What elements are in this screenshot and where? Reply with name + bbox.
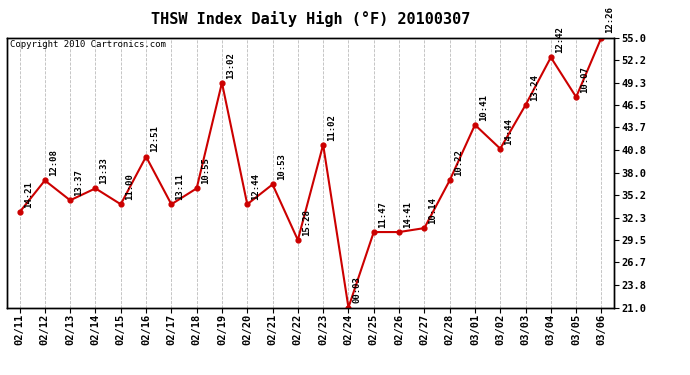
- Point: [90, 185, 101, 191]
- Point: [293, 237, 304, 243]
- Point: [571, 94, 582, 100]
- Point: [14, 209, 25, 215]
- Point: [166, 201, 177, 207]
- Point: [141, 154, 152, 160]
- Text: 10:53: 10:53: [277, 153, 286, 180]
- Text: 13:02: 13:02: [226, 52, 235, 79]
- Text: 13:33: 13:33: [99, 158, 108, 184]
- Text: 13:24: 13:24: [530, 74, 539, 101]
- Text: 10:14: 10:14: [428, 197, 437, 224]
- Text: 10:55: 10:55: [201, 158, 210, 184]
- Text: 14:21: 14:21: [23, 181, 32, 208]
- Text: 00:03: 00:03: [353, 276, 362, 303]
- Point: [393, 229, 404, 235]
- Point: [191, 185, 202, 191]
- Text: 11:00: 11:00: [125, 173, 134, 200]
- Point: [217, 80, 228, 86]
- Text: THSW Index Daily High (°F) 20100307: THSW Index Daily High (°F) 20100307: [151, 11, 470, 27]
- Text: 14:44: 14:44: [504, 118, 513, 144]
- Point: [115, 201, 126, 207]
- Point: [241, 201, 253, 207]
- Text: 10:22: 10:22: [454, 149, 463, 176]
- Text: 13:37: 13:37: [75, 169, 83, 196]
- Point: [495, 146, 506, 152]
- Text: 11:02: 11:02: [327, 114, 336, 141]
- Text: 12:44: 12:44: [251, 173, 260, 200]
- Text: 12:51: 12:51: [150, 126, 159, 153]
- Point: [419, 225, 430, 231]
- Point: [343, 304, 354, 310]
- Point: [267, 182, 278, 188]
- Point: [469, 122, 480, 128]
- Text: 11:47: 11:47: [378, 201, 387, 228]
- Point: [444, 177, 455, 183]
- Point: [368, 229, 380, 235]
- Point: [596, 34, 607, 40]
- Text: 14:41: 14:41: [403, 201, 412, 228]
- Point: [65, 197, 76, 203]
- Text: 15:28: 15:28: [302, 209, 311, 236]
- Point: [39, 177, 50, 183]
- Point: [545, 54, 556, 60]
- Point: [520, 102, 531, 108]
- Text: 12:26: 12:26: [606, 6, 615, 33]
- Text: Copyright 2010 Cartronics.com: Copyright 2010 Cartronics.com: [10, 40, 166, 49]
- Text: 12:08: 12:08: [49, 149, 58, 176]
- Point: [317, 142, 328, 148]
- Text: 10:07: 10:07: [580, 66, 589, 93]
- Text: 12:42: 12:42: [555, 26, 564, 53]
- Text: 13:11: 13:11: [175, 173, 184, 200]
- Text: 10:41: 10:41: [479, 94, 488, 121]
